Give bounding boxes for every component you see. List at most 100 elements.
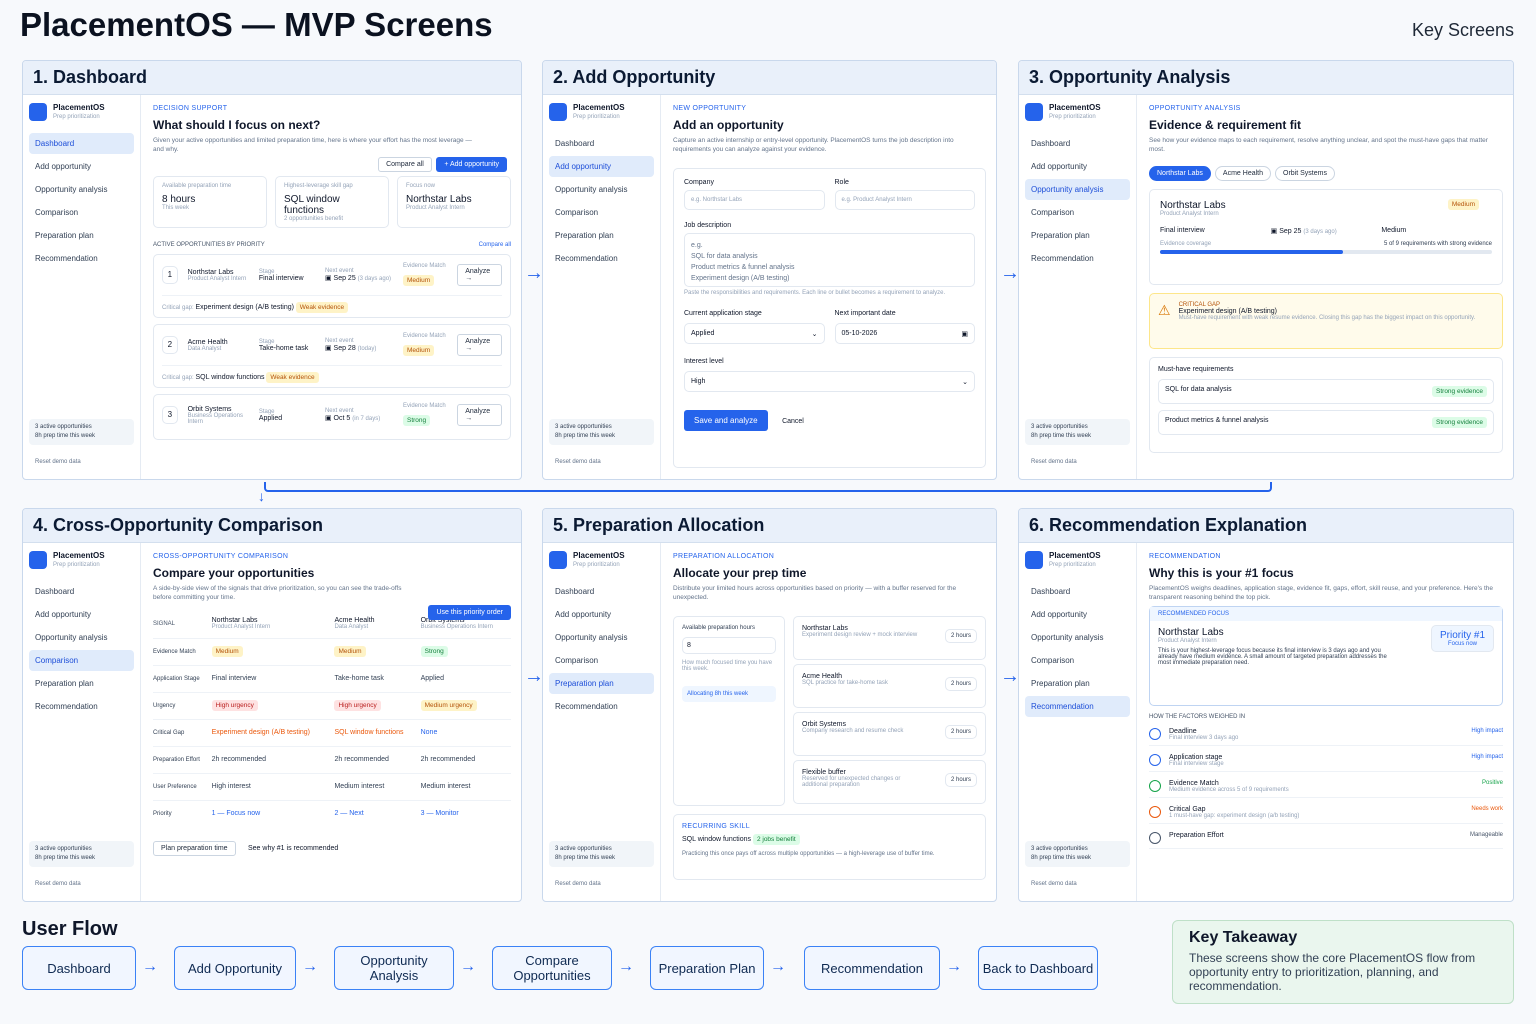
panel-main: PREPARATION ALLOCATION Allocate your pre… [673,553,986,893]
allocation-item[interactable]: Orbit Systems Company research and resume… [793,712,986,756]
nav-item[interactable]: Preparation plan [35,679,94,688]
flow-step[interactable]: Compare Opportunities [492,946,612,990]
logo-icon [549,551,567,569]
stage-select[interactable]: Applied ⌄ [684,323,825,344]
logo-icon [1025,103,1043,121]
reset-demo-link[interactable]: Reset demo data [35,459,81,465]
hours-input[interactable]: 8 [682,637,776,654]
nav-item[interactable]: Preparation plan [1031,231,1090,240]
nav-item[interactable]: Add opportunity [35,162,92,171]
panel-main: NEW OPPORTUNITY Add an opportunity Captu… [673,105,986,471]
job-description-textarea[interactable]: e.g. SQL for data analysis Product metri… [684,233,975,287]
description: Capture an active internship or entry-le… [673,137,954,153]
nav-item[interactable]: Comparison [555,656,599,665]
arrow-icon: → [524,665,544,687]
flow-step[interactable]: Preparation Plan [650,946,764,990]
opportunity-row[interactable]: 1 Northstar Labs Product Analyst Intern S… [153,254,511,318]
requirement-row[interactable]: SQL for data analysis Strong evidence [1158,379,1494,404]
nav-item[interactable]: Dashboard [555,139,595,148]
interest-select[interactable]: High ⌄ [684,371,975,392]
nav-item[interactable]: Preparation plan [555,231,614,240]
panel-title: 5. Preparation Allocation [543,509,996,543]
nav-item[interactable]: Dashboard [1031,587,1071,596]
nav-item[interactable]: Recommendation [1031,254,1094,263]
role-input[interactable]: e.g. Product Analyst Intern [834,190,975,210]
allocation-item[interactable]: Acme Health SQL practice for take-home ta… [793,664,986,708]
company-input[interactable]: e.g. Northstar Labs [684,190,825,210]
nav-item[interactable]: Add opportunity [1031,162,1088,171]
nav-item[interactable]: Preparation plan [35,231,94,240]
opportunity-row[interactable]: 2 Acme Health Data Analyst Stage Take-home… [153,324,511,388]
sidebar-summary: 3 active opportunities 8h prep time this … [549,841,654,867]
arrow-icon: → [1000,262,1020,284]
nav-item[interactable]: Comparison [555,208,599,217]
compare-all-link[interactable]: Compare all [478,242,511,248]
see-why-link[interactable]: See why #1 is recommended [248,845,339,852]
flow-arrow-icon: → [618,958,634,975]
logo-icon [29,551,47,569]
nav-item[interactable]: Recommendation [35,254,98,263]
opportunity-row[interactable]: 3 Orbit Systems Business Operations Inter… [153,394,511,440]
nav-item[interactable]: Recommendation [555,254,618,263]
nav-item[interactable]: Recommendation [35,702,98,711]
add-opportunity-button[interactable]: + Add opportunity [436,157,507,172]
nav-item[interactable]: Preparation plan [1031,679,1090,688]
nav-item[interactable]: Dashboard [555,587,595,596]
panel-main: CROSS-OPPORTUNITY COMPARISON Compare you… [153,553,511,893]
panel-title: 3. Opportunity Analysis [1019,61,1513,95]
brand: PlacementOS Prep prioritization [29,551,134,569]
analyze-button[interactable]: Analyze → [457,334,503,356]
nav-item[interactable]: Add opportunity [35,610,92,619]
analyze-button[interactable]: Analyze → [457,404,503,426]
nav-item[interactable]: Dashboard [35,587,75,596]
nav-item[interactable]: Dashboard [1031,139,1071,148]
nav-item[interactable]: Opportunity analysis [1031,633,1104,642]
save-and-analyze-button[interactable]: Save and analyze [684,410,768,431]
panel-title: 6. Recommendation Explanation [1019,509,1513,543]
flow-step[interactable]: Recommendation [804,946,940,990]
nav-item[interactable]: Opportunity analysis [35,185,108,194]
arrow-down-icon: ↓ [258,488,265,504]
flow-step[interactable]: Dashboard [22,946,136,990]
tab-company[interactable]: Orbit Systems [1275,166,1335,181]
nav-item[interactable]: Comparison [1031,208,1075,217]
tab-company[interactable]: Acme Health [1214,166,1271,181]
eyebrow: DECISION SUPPORT [153,105,228,112]
nav-item[interactable]: Add opportunity [555,610,612,619]
nav-item[interactable]: Preparation plan [549,673,654,694]
eyebrow: OPPORTUNITY ANALYSIS [1149,105,1241,112]
cancel-button[interactable]: Cancel [782,418,804,425]
nav-item[interactable]: Opportunity analysis [1025,179,1130,200]
nav-item[interactable]: Add opportunity [549,156,654,177]
use-priority-order-button[interactable]: Use this priority order [428,605,511,620]
requirement-row[interactable]: Product metrics & funnel analysis Strong … [1158,410,1494,435]
reset-demo-link[interactable]: Reset demo data [555,881,601,887]
nav-item[interactable]: Opportunity analysis [555,185,628,194]
nav-item[interactable]: Comparison [1031,656,1075,665]
allocation-item[interactable]: Northstar Labs Experiment design review +… [793,616,986,660]
nav-item[interactable]: Comparison [35,208,79,217]
nav-item[interactable]: Comparison [29,650,134,671]
reset-demo-link[interactable]: Reset demo data [1031,459,1077,465]
tab-company[interactable]: Northstar Labs [1149,166,1211,181]
flow-arrow-icon: → [770,958,786,975]
flow-arrow-icon: → [142,958,158,975]
nav-item[interactable]: Opportunity analysis [555,633,628,642]
nav-item[interactable]: Recommendation [555,702,618,711]
nav-item[interactable]: Add opportunity [1031,610,1088,619]
flow-step[interactable]: Add Opportunity [174,946,296,990]
nav-item[interactable]: Opportunity analysis [35,633,108,642]
reset-demo-link[interactable]: Reset demo data [35,881,81,887]
sidebar-summary: 3 active opportunities 8h prep time this … [1025,419,1130,445]
compare-all-button[interactable]: Compare all [378,157,432,172]
analyze-button[interactable]: Analyze → [457,264,503,286]
nav-item[interactable]: Recommendation [1025,696,1130,717]
nav-item[interactable]: Dashboard [29,133,134,154]
allocation-item[interactable]: Flexible buffer Reserved for unexpected c… [793,760,986,804]
reset-demo-link[interactable]: Reset demo data [1031,881,1077,887]
flow-step[interactable]: Back to Dashboard [978,946,1098,990]
date-input[interactable]: 05-10-2026 ▣ [834,323,975,344]
plan-preparation-button[interactable]: Plan preparation time [153,841,236,856]
flow-step[interactable]: Opportunity Analysis [334,946,454,990]
reset-demo-link[interactable]: Reset demo data [555,459,601,465]
